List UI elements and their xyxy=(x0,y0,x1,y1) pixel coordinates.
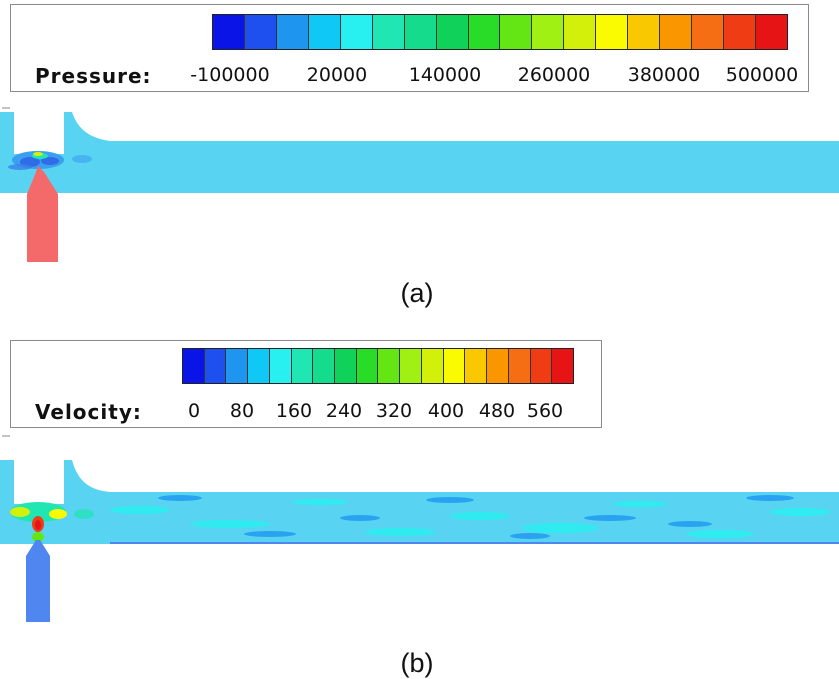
pressure-swatch xyxy=(660,15,693,49)
pressure-legend-title: Pressure: xyxy=(35,64,152,88)
velocity-legend: Velocity: 0 80 160 240 320 400 480 560 xyxy=(10,340,602,428)
velocity-swatch xyxy=(443,349,466,383)
pressure-swatch xyxy=(532,15,565,49)
pressure-swatch xyxy=(276,15,309,49)
velocity-swatch xyxy=(552,349,573,383)
pressure-tick-label: -100000 xyxy=(190,64,270,86)
pressure-swatch xyxy=(244,15,277,49)
pressure-swatch xyxy=(340,15,373,49)
pressure-tick-label: 380000 xyxy=(627,64,701,86)
velocity-swatch xyxy=(313,349,336,383)
velocity-tick-label: 0 xyxy=(187,400,201,422)
pressure-swatch xyxy=(500,15,533,49)
pressure-ticks: -100000 20000 140000 260000 380000 500000 xyxy=(11,64,808,88)
velocity-tick-label: 240 xyxy=(325,400,363,422)
velocity-swatch xyxy=(530,349,553,383)
velocity-legend-title: Velocity: xyxy=(35,400,142,424)
velocity-swatch xyxy=(183,349,205,383)
velocity-tick-label: 400 xyxy=(427,400,465,422)
velocity-swatch xyxy=(508,349,531,383)
panel-label-b: (b) xyxy=(400,648,434,678)
velocity-swatch xyxy=(378,349,401,383)
velocity-swatch xyxy=(226,349,249,383)
velocity-tick-label: 560 xyxy=(526,400,564,422)
pressure-tick-label: 260000 xyxy=(517,64,591,86)
pressure-swatch xyxy=(628,15,661,49)
velocity-ticks: 0 80 160 240 320 400 480 560 xyxy=(11,400,601,424)
pressure-swatch xyxy=(213,15,245,49)
pressure-swatch xyxy=(404,15,437,49)
pressure-swatch xyxy=(372,15,405,49)
pressure-colorbar xyxy=(212,14,788,50)
velocity-colorbar xyxy=(182,348,574,384)
velocity-chamber xyxy=(0,460,110,544)
velocity-swatch xyxy=(487,349,509,383)
velocity-swatch xyxy=(356,349,379,383)
pressure-swatch xyxy=(308,15,341,49)
velocity-swatch xyxy=(400,349,422,383)
panel-label-a: (a) xyxy=(400,278,434,308)
pressure-chamber xyxy=(0,112,110,193)
pressure-swatch xyxy=(468,15,501,49)
pressure-legend: Pressure: -100000 20000 140000 260000 380000… xyxy=(10,4,809,92)
velocity-swatch xyxy=(465,349,488,383)
pressure-tick-label: 20000 xyxy=(306,64,368,86)
velocity-swatch xyxy=(335,349,357,383)
pressure-field xyxy=(0,107,839,262)
velocity-inlet xyxy=(26,540,50,622)
pressure-swatch xyxy=(692,15,724,49)
pressure-inlet xyxy=(27,166,58,262)
velocity-swatch xyxy=(269,349,292,383)
velocity-swatch xyxy=(248,349,270,383)
velocity-swatch xyxy=(204,349,227,383)
velocity-swatch xyxy=(291,349,314,383)
velocity-field xyxy=(0,435,839,622)
velocity-tick-label: 480 xyxy=(478,400,516,422)
pressure-swatch xyxy=(755,15,787,49)
velocity-tick-label: 160 xyxy=(275,400,313,422)
pressure-tick-label: 140000 xyxy=(408,64,482,86)
pressure-tick-label: 500000 xyxy=(725,64,799,86)
velocity-tick-label: 80 xyxy=(229,400,255,422)
pressure-swatch xyxy=(596,15,629,49)
pressure-swatch xyxy=(436,15,469,49)
pressure-swatch xyxy=(724,15,756,49)
velocity-swatch xyxy=(421,349,444,383)
velocity-tick-label: 320 xyxy=(375,400,413,422)
pressure-pipe xyxy=(70,141,839,193)
pressure-swatch xyxy=(564,15,597,49)
